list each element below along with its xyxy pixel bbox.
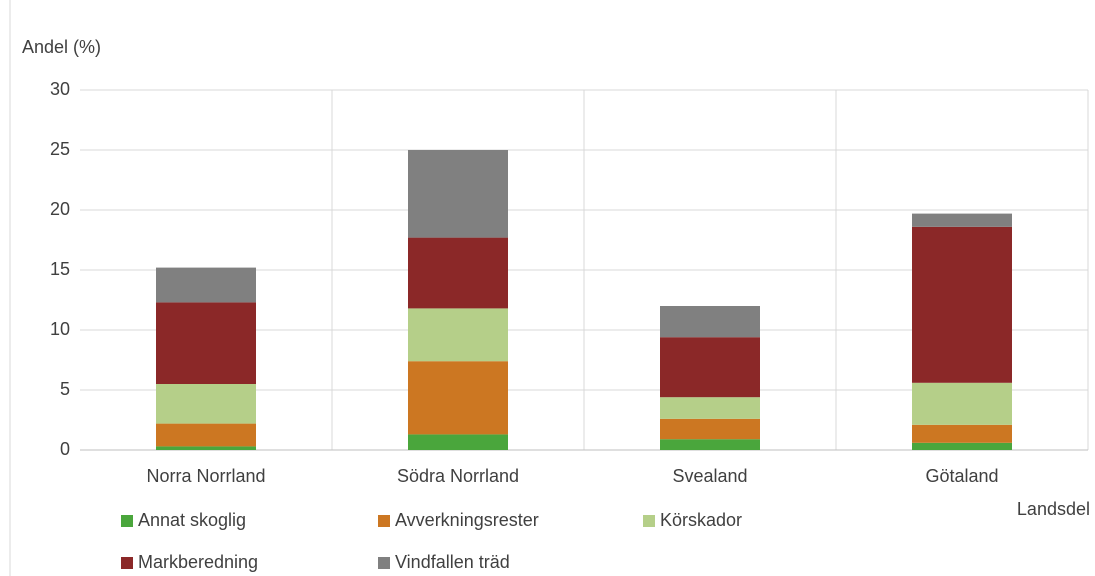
legend-swatch bbox=[378, 515, 390, 527]
bar-segment bbox=[912, 424, 1012, 443]
legend-swatch bbox=[121, 557, 133, 569]
bar-segment bbox=[408, 150, 508, 238]
bar-segment bbox=[660, 418, 760, 440]
bar-segment bbox=[912, 442, 1012, 450]
legend-label: Vindfallen träd bbox=[395, 552, 510, 572]
x-tick-label: Svealand bbox=[672, 466, 747, 486]
y-tick-label: 15 bbox=[50, 259, 70, 279]
bar-segment bbox=[156, 384, 256, 424]
bar-segment bbox=[156, 302, 256, 384]
bar-segment bbox=[408, 237, 508, 309]
legend-label: Körskador bbox=[660, 510, 742, 530]
bar-segment bbox=[912, 226, 1012, 383]
y-tick-label: 20 bbox=[50, 199, 70, 219]
bar-segment bbox=[408, 308, 508, 362]
bar-segment bbox=[660, 397, 760, 419]
bar-segment bbox=[912, 382, 1012, 425]
bar-segment bbox=[156, 446, 256, 450]
bar-segment bbox=[660, 439, 760, 450]
bar-segment bbox=[408, 434, 508, 450]
bar-segment bbox=[660, 337, 760, 398]
bar-segment bbox=[156, 423, 256, 447]
y-tick-label: 5 bbox=[60, 379, 70, 399]
bar-segment bbox=[660, 306, 760, 338]
y-tick-label: 30 bbox=[50, 79, 70, 99]
legend-swatch bbox=[643, 515, 655, 527]
y-tick-label: 10 bbox=[50, 319, 70, 339]
x-tick-label: Norra Norrland bbox=[146, 466, 265, 486]
y-tick-label: 25 bbox=[50, 139, 70, 159]
legend-swatch bbox=[121, 515, 133, 527]
legend-label: Annat skoglig bbox=[138, 510, 246, 530]
y-tick-label: 0 bbox=[60, 439, 70, 459]
bar-segment bbox=[912, 213, 1012, 227]
legend-label: Avverkningsrester bbox=[395, 510, 539, 530]
bar-segment bbox=[156, 267, 256, 303]
legend-label: Markberedning bbox=[138, 552, 258, 572]
y-axis-label: Andel (%) bbox=[22, 37, 101, 57]
x-tick-label: Södra Norrland bbox=[397, 466, 519, 486]
bar-segment bbox=[408, 361, 508, 435]
legend-swatch bbox=[378, 557, 390, 569]
x-axis-label: Landsdel bbox=[1017, 499, 1090, 519]
x-tick-label: Götaland bbox=[925, 466, 998, 486]
